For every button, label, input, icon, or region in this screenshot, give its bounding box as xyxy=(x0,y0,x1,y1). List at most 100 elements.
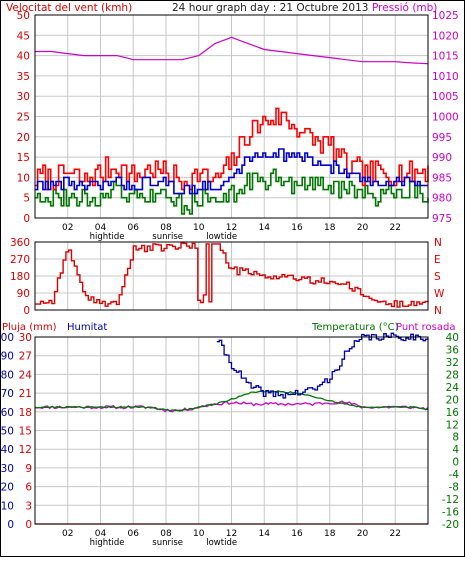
wind-ytick-label: 15 xyxy=(17,152,30,164)
rain-ytick-label: 0 xyxy=(25,519,32,531)
wind-xtick-label: 08 xyxy=(160,223,172,233)
rain-axis-title: Pluja (mm) xyxy=(2,322,57,333)
wind-xtick-labels: 02 04 06 08 10 12 14 16 18 20 22 hightide sunrise low… xyxy=(62,223,401,242)
temperature-ytick-label: -8 xyxy=(449,482,459,494)
rain-ytick-label: 9 xyxy=(25,463,32,475)
temperature-axis-title: Temperatura (°C) xyxy=(311,322,399,333)
wind-ytick-label: 40 xyxy=(17,51,30,63)
temperature-ytick-label: 28 xyxy=(446,369,459,381)
pressure-axis-title: Pressió (mb) xyxy=(372,2,437,14)
humidity-ytick-label: 40 xyxy=(1,444,14,456)
wind-xtick-label: 12 xyxy=(226,223,237,233)
direction-series xyxy=(35,242,429,308)
rain-ytick-label: 30 xyxy=(19,332,32,344)
humidity-ytick-label: 10 xyxy=(1,500,14,512)
temperature-ytick-label: 24 xyxy=(446,382,460,394)
rain-ytick-label: 18 xyxy=(19,407,32,419)
pressure-ytick-label: 985 xyxy=(432,172,452,184)
pressure-ytick-labels: 975 980 985 990 995 1000 1005 1010 1015 1020 1025 xyxy=(432,10,459,225)
temperature-line xyxy=(34,390,429,412)
wind-series xyxy=(35,36,429,215)
temp-xtick-label: 04 xyxy=(95,529,107,539)
pressure-line xyxy=(35,36,429,65)
pressure-ytick-label: 1000 xyxy=(432,112,459,124)
temp-xtick-label: 08 xyxy=(160,529,172,539)
tide-label: sunrise xyxy=(152,232,183,242)
wind-xtick-label: 06 xyxy=(128,223,140,233)
humidity-ytick-label: 80 xyxy=(1,369,14,381)
compass-label: S xyxy=(434,271,441,283)
wind-xtick-label: 18 xyxy=(324,223,336,233)
compass-label: N xyxy=(434,305,442,317)
temperature-ytick-label: 20 xyxy=(446,394,459,406)
wind-ytick-label: 10 xyxy=(17,172,30,184)
temperature-ytick-label: 0 xyxy=(452,457,459,469)
direction-ytick-label: 0 xyxy=(23,305,30,317)
wind-ytick-label: 25 xyxy=(17,112,30,124)
pressure-ytick-label: 990 xyxy=(432,152,452,164)
temperature-ytick-label: 8 xyxy=(452,432,459,444)
wind-axis-title: Velocitat del vent (kmh) xyxy=(6,2,132,14)
temp-xtick-label: 22 xyxy=(390,529,401,539)
humidity-line xyxy=(216,332,429,399)
rain-ytick-label: 12 xyxy=(19,444,32,456)
tide-label: sunrise xyxy=(152,538,183,548)
wind-xtick-label: 04 xyxy=(95,223,107,233)
tide-label: hightide xyxy=(90,232,125,242)
temp-xtick-label: 16 xyxy=(291,529,303,539)
temp-humidity-panel: 0102030405060708090100036912151821242730… xyxy=(0,332,459,548)
wind-xtick-label: 16 xyxy=(291,223,303,233)
compass-label: E xyxy=(434,254,441,266)
pressure-ytick-label: 1015 xyxy=(432,51,459,63)
humidity-ytick-label: 20 xyxy=(1,482,14,494)
humidity-ytick-label: 100 xyxy=(0,332,14,344)
wind-ytick-label: 35 xyxy=(17,71,30,83)
humidity-ytick-label: 50 xyxy=(1,426,14,438)
wind-direction-line xyxy=(35,242,429,308)
direction-ytick-label: 90 xyxy=(17,288,30,300)
rain-ytick-label: 24 xyxy=(19,369,33,381)
pressure-ytick-label: 1020 xyxy=(432,30,459,42)
pressure-ytick-label: 1005 xyxy=(432,91,459,103)
temp-xtick-label: 06 xyxy=(128,529,140,539)
tide-label: lowtide xyxy=(206,232,237,242)
direction-gridlines xyxy=(35,242,428,310)
wind-xtick-label: 20 xyxy=(357,223,369,233)
wind-ytick-label: 20 xyxy=(17,132,30,144)
pressure-ytick-label: 975 xyxy=(432,213,452,225)
wind-average-line xyxy=(35,148,428,195)
wind-ytick-labels: 0 5 10 15 20 25 30 35 40 45 50 xyxy=(17,10,30,225)
rain-ytick-label: 27 xyxy=(19,351,32,363)
compass-label: N xyxy=(434,237,442,249)
direction-ytick-label: 360 xyxy=(10,237,30,249)
pressure-ytick-label: 980 xyxy=(432,193,452,205)
temperature-ytick-label: -16 xyxy=(442,507,459,519)
wind-ytick-label: 30 xyxy=(17,91,30,103)
compass-label: W xyxy=(434,288,445,300)
rain-ytick-label: 6 xyxy=(25,482,32,494)
pressure-ytick-label: 1025 xyxy=(432,10,459,22)
dewpoint-axis-title: Punt rosada xyxy=(396,322,455,333)
wind-ytick-label: 45 xyxy=(17,30,30,42)
wind-ytick-label: 0 xyxy=(23,213,30,225)
temperature-ytick-label: 32 xyxy=(446,357,459,369)
temperature-ytick-label: -20 xyxy=(442,519,459,531)
humidity-ytick-label: 70 xyxy=(1,388,14,400)
temperature-ytick-label: -12 xyxy=(442,494,459,506)
temperature-ytick-label: 12 xyxy=(446,419,459,431)
humidity-ytick-label: 30 xyxy=(1,463,14,475)
temp-xtick-label: 18 xyxy=(324,529,336,539)
direction-ytick-labels: 0 90 180 270 360 xyxy=(10,237,30,317)
wind-plot-frame xyxy=(34,14,429,219)
temp-xtick-label: 20 xyxy=(357,529,369,539)
wind-ytick-label: 50 xyxy=(17,10,30,22)
humidity-ytick-label: 60 xyxy=(1,407,14,419)
direction-ytick-label: 180 xyxy=(10,271,30,283)
temperature-ytick-label: -4 xyxy=(449,469,460,481)
temp-xtick-label: 14 xyxy=(259,529,271,539)
wind-ytick-label: 5 xyxy=(23,193,30,205)
